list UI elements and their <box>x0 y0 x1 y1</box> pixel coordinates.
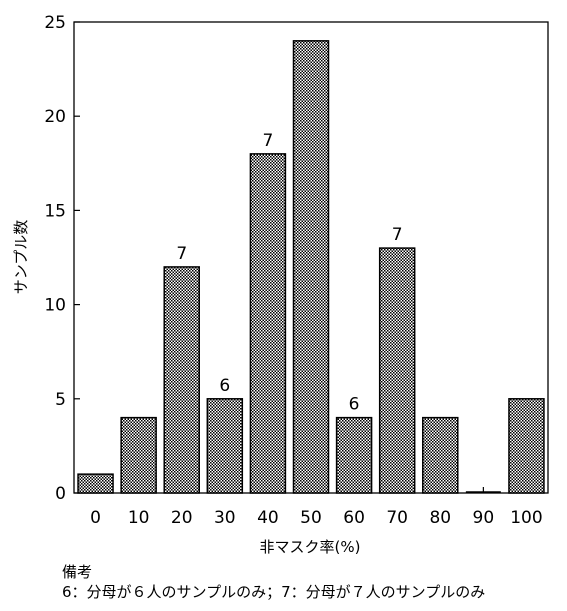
x-tick-label: 10 <box>128 508 150 528</box>
x-tick-label: 90 <box>473 508 495 528</box>
bar <box>508 398 545 494</box>
notes-text: 6：分母が６人のサンプルのみ；7：分母が７人のサンプルのみ <box>62 583 486 601</box>
y-tick-label: 10 <box>44 296 66 316</box>
x-tick-label: 80 <box>429 508 451 528</box>
bar <box>378 247 416 494</box>
y-axis-label: サンプル数 <box>12 220 30 295</box>
x-tick-label: 20 <box>171 508 193 528</box>
notes-title: 備考 <box>62 563 93 581</box>
bar <box>77 473 114 494</box>
bar-annotation: 7 <box>392 225 403 245</box>
x-tick-label: 30 <box>214 508 236 528</box>
bars <box>77 40 545 494</box>
y-tick-label: 5 <box>55 390 66 410</box>
bar-annotation: 7 <box>176 244 187 264</box>
x-axis-label: 非マスク率(%) <box>260 538 361 556</box>
bar <box>422 416 459 494</box>
y-tick-label: 0 <box>55 484 66 504</box>
bar <box>292 40 330 494</box>
y-axis: 0 5 10 15 20 25 <box>44 13 80 504</box>
y-tick-label: 25 <box>44 13 66 33</box>
x-tick-label: 60 <box>343 508 365 528</box>
y-tick-label: 20 <box>44 107 66 127</box>
bar-annotation: 6 <box>219 376 230 396</box>
bar-chart: 0 5 10 15 20 25 0 10 20 30 40 50 60 70 80 90 100 7 6 7 67 … <box>12 13 549 556</box>
x-tick-label: 50 <box>300 508 322 528</box>
bar-annotation: 6 <box>349 395 360 415</box>
bar <box>249 153 287 494</box>
bar <box>120 416 157 494</box>
bar-annotation: 7 <box>262 131 273 151</box>
y-tick-label: 15 <box>44 201 66 221</box>
bar <box>206 398 244 494</box>
x-tick-label: 40 <box>257 508 279 528</box>
bar <box>163 266 200 494</box>
x-tick-label: 0 <box>90 508 101 528</box>
bar <box>335 416 373 494</box>
x-tick-label: 100 <box>510 508 542 528</box>
x-tick-label: 70 <box>386 508 408 528</box>
bar-annotations: 7 6 7 6 7 <box>176 131 402 415</box>
